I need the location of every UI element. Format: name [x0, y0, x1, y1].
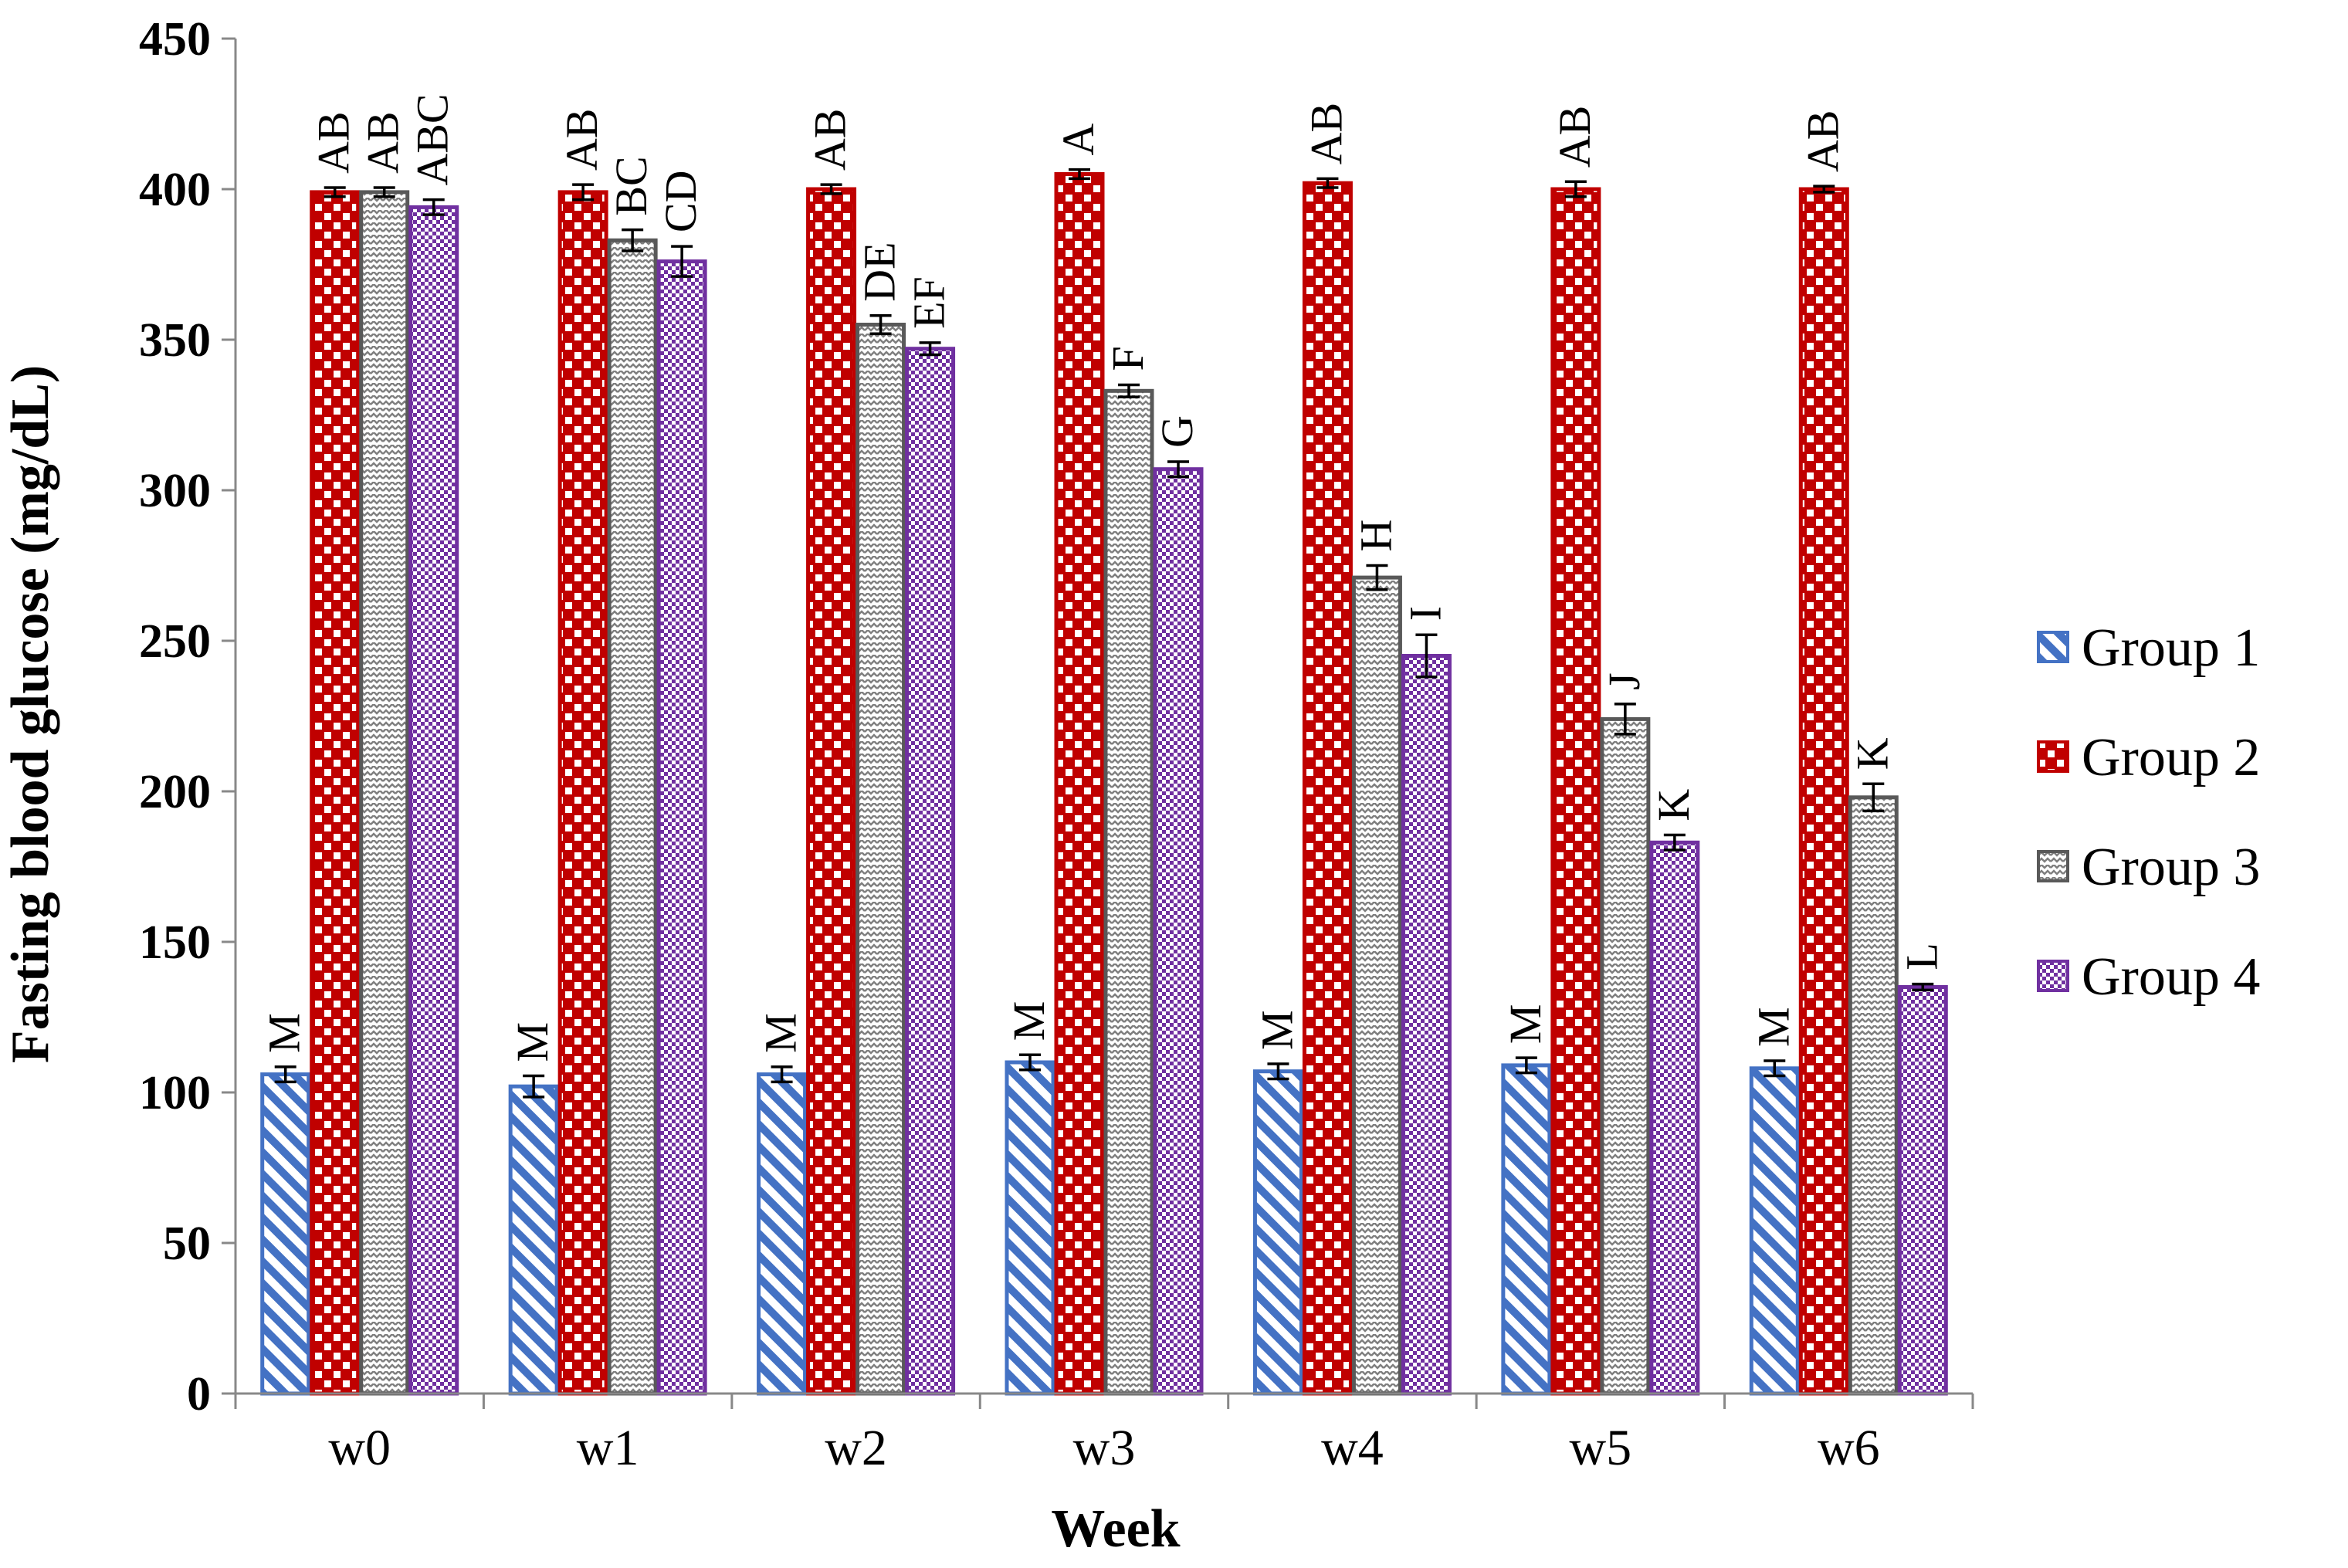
bar-group-1-w6: [1749, 1066, 1800, 1396]
significance-label: M: [507, 1022, 557, 1062]
legend-swatch: [2037, 960, 2069, 992]
x-tick-label: w6: [1818, 1420, 1880, 1476]
significance-label: L: [1896, 943, 1947, 970]
x-tick-label: w5: [1570, 1420, 1632, 1476]
y-tick-label: 300: [139, 465, 211, 517]
legend-swatch: [2037, 740, 2069, 773]
bar-group-2-w5: [1550, 187, 1601, 1396]
legend-label: Group 3: [2082, 838, 2260, 897]
significance-label: K: [1847, 737, 1897, 770]
legend-item-2: Group 2: [2037, 728, 2260, 787]
legend-item-3: Group 3: [2037, 838, 2260, 897]
legend-label: Group 2: [2082, 728, 2260, 787]
x-tick-label: w4: [1321, 1420, 1384, 1476]
labels-layer: M M M M M M MAB AB AB A AB AB ABABBCDEFHJKABCCDEFGIK…: [259, 93, 1947, 1062]
significance-label: M: [1500, 1004, 1550, 1045]
significance-label: AB: [309, 111, 359, 174]
bar-group-2-w6: [1798, 187, 1849, 1396]
bar-group-1-w1: [508, 1084, 559, 1396]
legend-item-1: Group 1: [2037, 618, 2260, 678]
significance-label: ABC: [408, 93, 458, 185]
bar-group-3-w1: [607, 238, 658, 1396]
significance-label: CD: [656, 171, 706, 233]
significance-label: F: [1103, 346, 1153, 371]
bar-group-3-w5: [1600, 716, 1651, 1396]
significance-label: I: [1400, 606, 1450, 621]
bar-group-2-w2: [806, 187, 857, 1396]
y-tick-label: 250: [139, 615, 211, 668]
significance-label: EF: [904, 276, 954, 329]
significance-label: M: [1004, 1001, 1054, 1041]
significance-label: J: [1599, 672, 1649, 690]
x-tick-label: w0: [328, 1420, 391, 1476]
legend-label: Group 4: [2082, 947, 2260, 1007]
significance-label: DE: [855, 242, 905, 301]
bar-group-2-w1: [557, 190, 608, 1396]
significance-label: M: [1748, 1007, 1798, 1047]
bar-group-4-w4: [1401, 654, 1452, 1396]
y-tick-label: 400: [139, 164, 211, 216]
bar-group-1-w3: [1005, 1060, 1055, 1396]
significance-label: M: [259, 1013, 310, 1053]
legend-swatch: [2037, 631, 2069, 663]
significance-label: H: [1350, 520, 1401, 552]
bars-layer: [260, 168, 1948, 1396]
bar-group-2-w0: [310, 190, 361, 1396]
y-tick-label: 50: [163, 1217, 211, 1270]
y-tick-label: 450: [139, 13, 211, 66]
significance-label: AB: [1550, 106, 1600, 168]
bar-group-1-w0: [260, 1072, 311, 1396]
x-tick-label: w2: [825, 1420, 887, 1476]
bar-group-3-w4: [1351, 575, 1402, 1396]
bar-group-4-w1: [656, 259, 707, 1396]
bar-group-4-w2: [905, 347, 956, 1396]
bar-group-1-w5: [1501, 1063, 1552, 1396]
significance-label: A: [1053, 124, 1103, 156]
significance-label: M: [1252, 1010, 1302, 1050]
significance-label: AB: [1797, 110, 1848, 173]
bar-group-3-w2: [856, 323, 906, 1396]
significance-label: AB: [557, 109, 607, 171]
significance-label: G: [1152, 415, 1202, 448]
y-tick-label: 100: [139, 1067, 211, 1119]
x-axis-title: Week: [1051, 1499, 1180, 1559]
bar-group-4-w0: [408, 205, 459, 1396]
y-tick-label: 200: [139, 766, 211, 818]
bar-group-4-w3: [1153, 467, 1204, 1396]
bar-group-2-w4: [1302, 181, 1353, 1396]
significance-label: BC: [606, 156, 656, 215]
y-tick-label: 150: [139, 916, 211, 969]
bar-group-3-w6: [1848, 795, 1899, 1396]
y-axis-title: Fasting blood glucose (mg/dL): [1, 365, 60, 1063]
legend-label: Group 1: [2082, 618, 2260, 678]
legend-item-4: Group 4: [2037, 947, 2260, 1007]
significance-label: AB: [1301, 103, 1351, 165]
significance-label: M: [756, 1013, 806, 1053]
significance-label: AB: [358, 111, 408, 174]
legend-swatch: [2037, 850, 2069, 882]
significance-label: AB: [805, 109, 856, 171]
y-tick-label: 0: [187, 1368, 211, 1421]
x-tick-label: w3: [1073, 1420, 1136, 1476]
bar-group-2-w3: [1054, 172, 1105, 1396]
bar-group-4-w6: [1897, 985, 1948, 1396]
bar-group-1-w4: [1252, 1069, 1303, 1396]
bar-group-3-w3: [1103, 388, 1154, 1396]
legend: Group 1 Group 2 Group 3 Group 4: [2037, 618, 2260, 1007]
bar-group-1-w2: [757, 1072, 808, 1396]
bar-group-3-w0: [359, 190, 410, 1396]
y-tick-label: 350: [139, 314, 211, 367]
significance-label: K: [1648, 789, 1699, 821]
axes-layer: 0 50 100 150 200 250 300 350 400 450 w0 w1 w2 w3 w4 w5 w…: [139, 13, 1974, 1476]
x-tick-label: w1: [577, 1420, 639, 1476]
bar-group-4-w5: [1649, 840, 1700, 1396]
